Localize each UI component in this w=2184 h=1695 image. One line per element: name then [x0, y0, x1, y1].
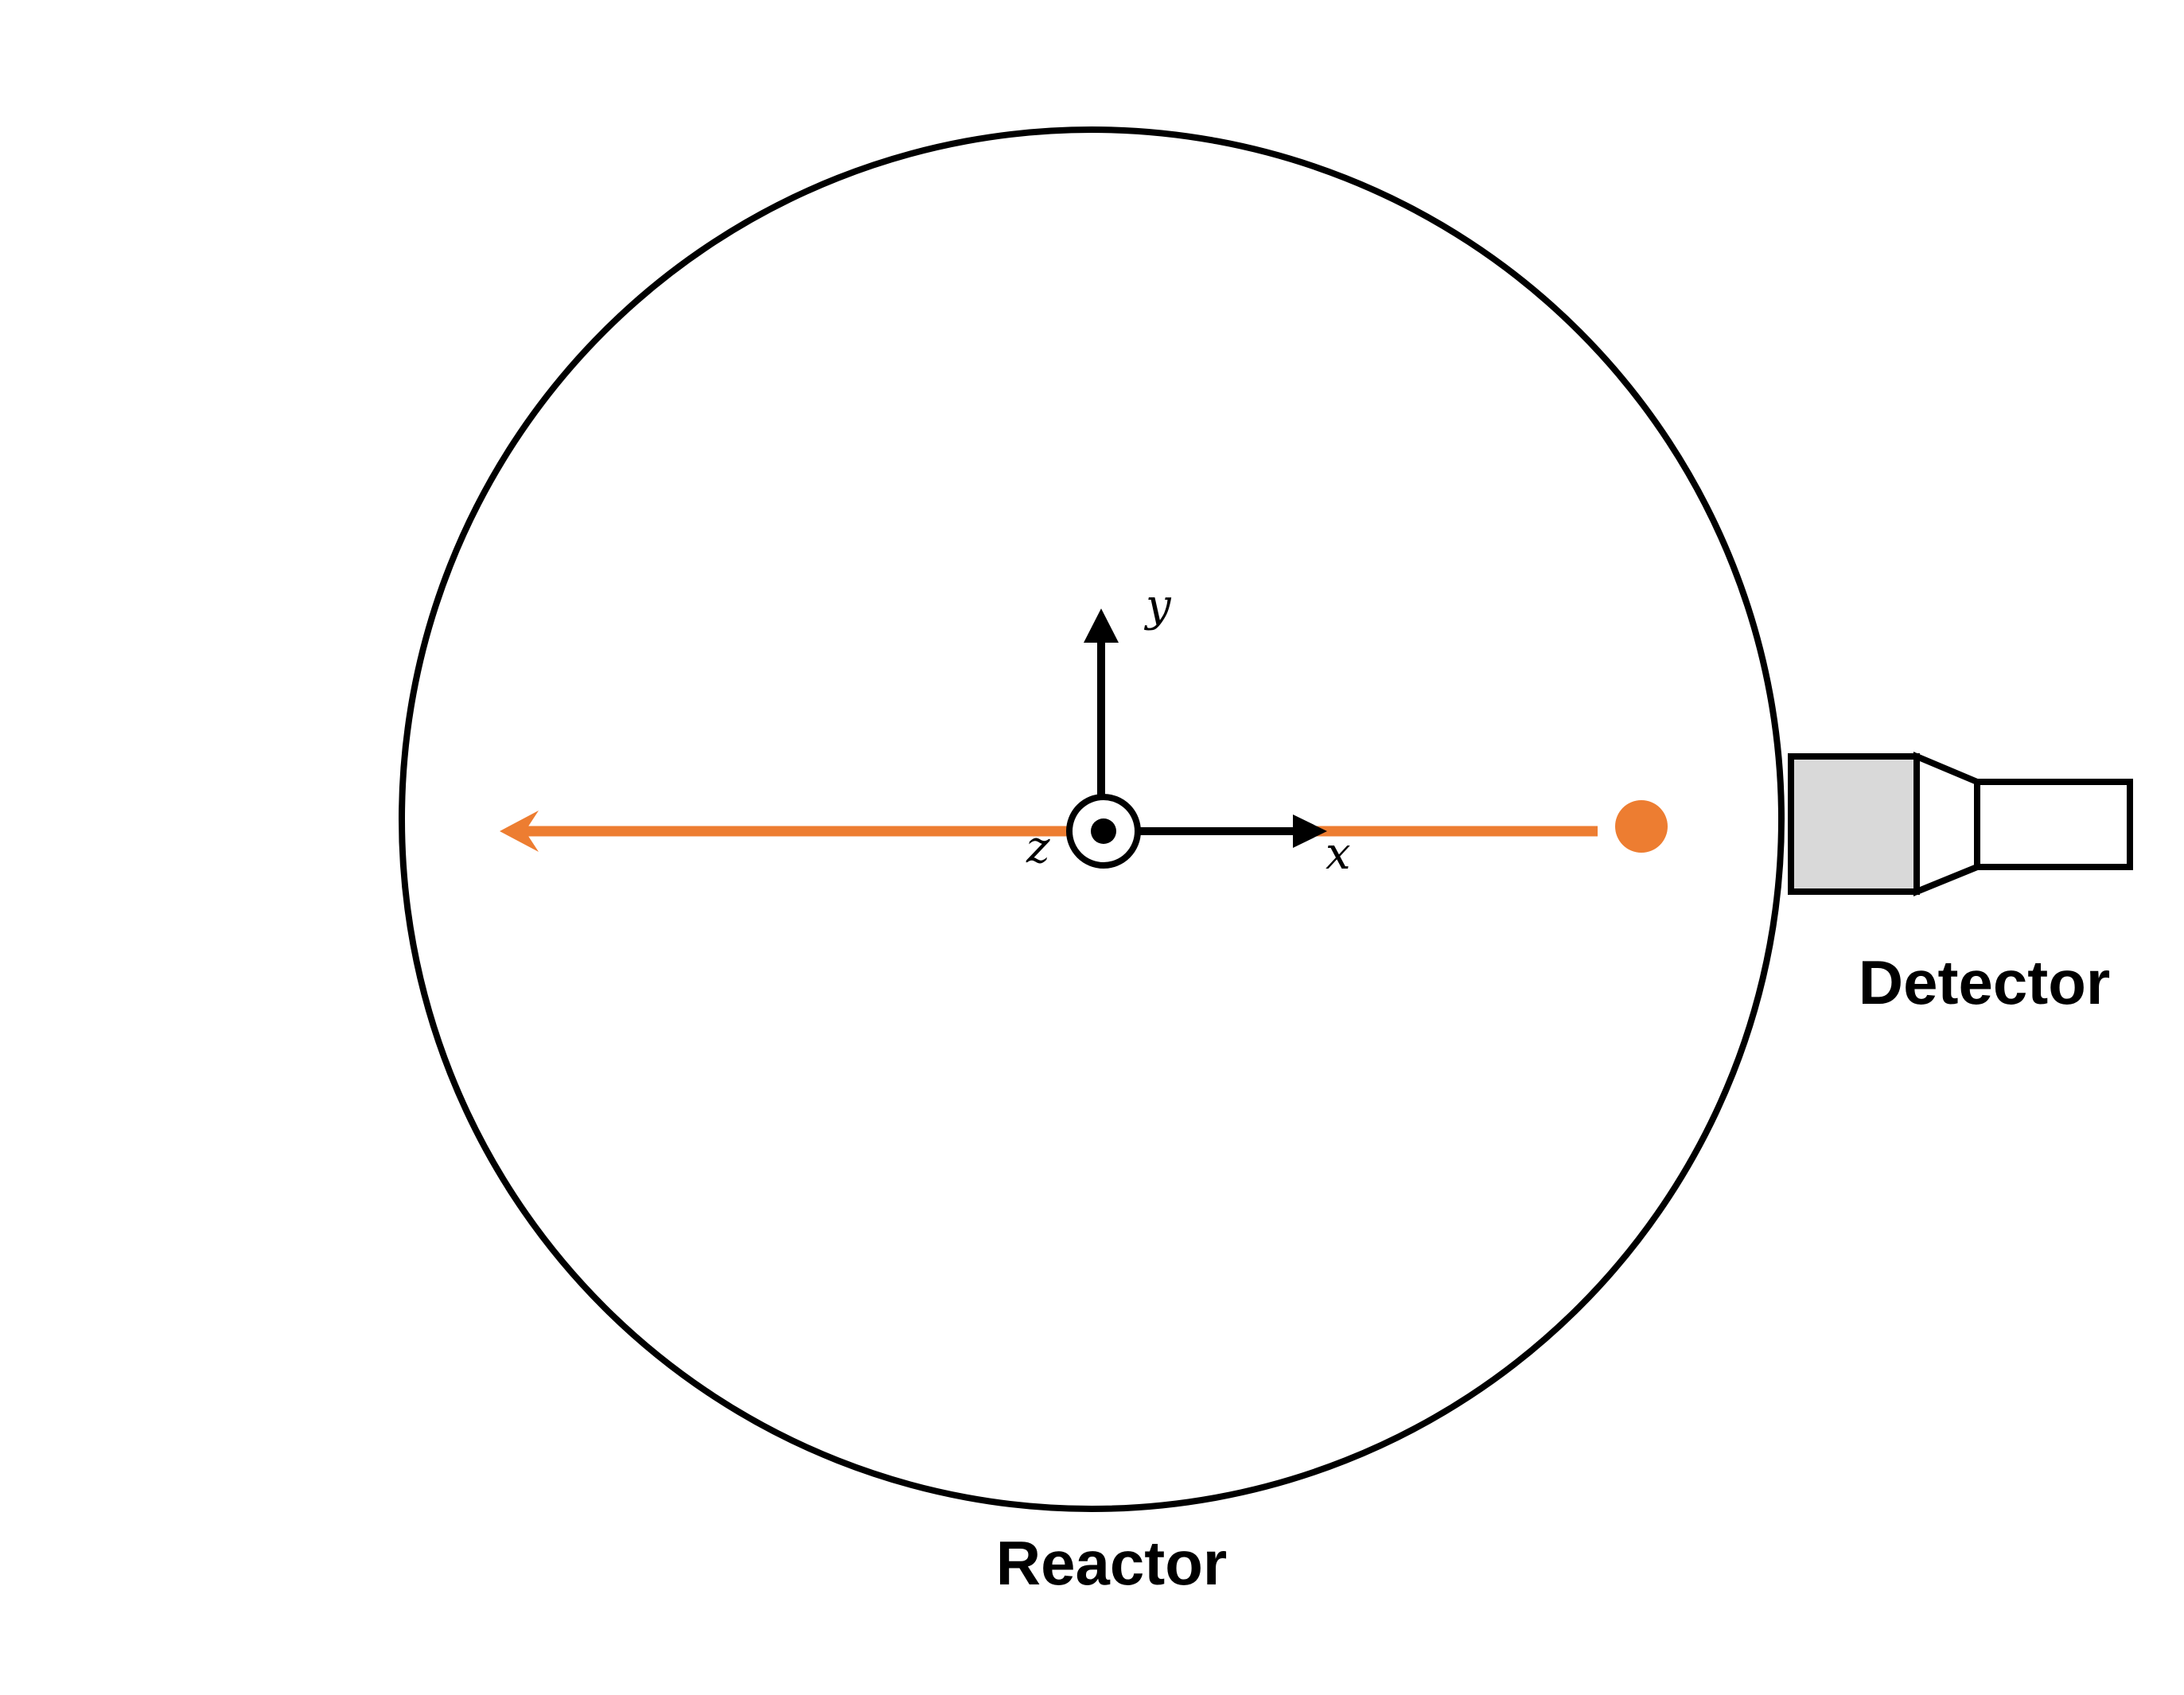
axis-label-z: z [1026, 822, 1050, 873]
beam-arrow-head-left [500, 811, 539, 852]
detector-taper [1913, 751, 1980, 896]
particle-dot [1615, 800, 1668, 853]
y-axis-arrow-head [1084, 608, 1119, 643]
x-axis-arrow-head [1293, 814, 1327, 848]
reactor-label: Reactor [996, 1528, 1227, 1598]
reactor-vessel [399, 126, 1785, 1512]
detector-label: Detector [1859, 947, 2110, 1017]
axis-label-x: x [1326, 828, 1351, 880]
detector-head [1788, 753, 1920, 895]
detector-body [1974, 779, 2133, 870]
axis-label-y: y [1143, 580, 1172, 632]
out-of-page-dot-in-circle-icon [1066, 794, 1141, 869]
detector [1788, 751, 2133, 896]
